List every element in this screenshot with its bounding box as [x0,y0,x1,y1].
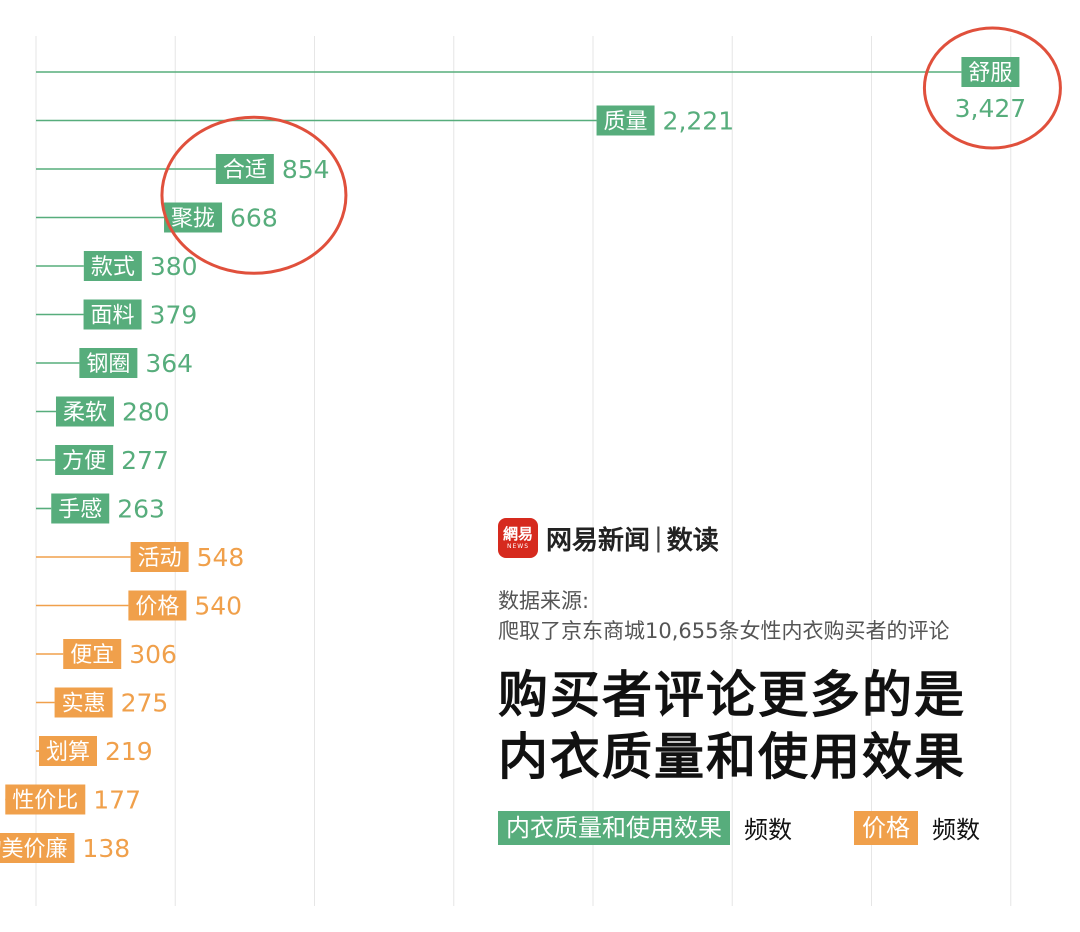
gridlines [35,36,1012,906]
chart-title: 购买者评论更多的是 内衣质量和使用效果 [498,664,1058,788]
netease-logo-icon: 網易 NEWS [498,518,538,558]
value-label: 3,427 [955,94,1027,123]
bar-label-box [5,784,86,815]
bar-series: 舒服 3,427 质量 2,221 合适 854 聚拢 668 款式 380 面料 379 钢圈 364 柔… [0,57,1026,863]
bar-label-box [63,639,122,669]
source-label: 数据来源: [498,589,590,613]
category-label: 物美价廉 [0,837,67,862]
bar-7: 柔软 280 [36,396,170,427]
legend-price-suffix: 频数 [932,816,980,844]
bar-label-box [164,202,223,233]
category-label: 面料 [91,304,135,329]
bar-label-box [83,251,142,281]
value-label: 275 [121,689,169,718]
bar-6: 钢圈 364 [36,348,193,378]
bar-label-box [55,396,114,427]
legend: 内衣质量和使用效果 频数 价格 频数 [498,810,1058,845]
highlight-circles [160,26,1062,275]
value-label: 280 [122,398,170,427]
value-label: 548 [197,543,245,572]
category-label: 划算 [46,740,90,765]
category-label: 价格 [135,595,179,620]
value-label: 138 [82,834,130,863]
category-label: 方便 [62,449,106,474]
bar-5: 面料 379 [36,299,198,330]
category-label: 钢圈 [86,352,130,377]
legend-price-chip: 价格 [854,810,918,845]
category-label: 柔软 [63,401,107,426]
value-label: 380 [150,252,198,281]
highlight-circle-1 [922,26,1062,150]
bar-label-box [128,590,187,621]
bar-9: 手感 263 [36,493,165,524]
bar-0: 舒服 3,427 [36,57,1026,123]
brand-name: 网易新闻 [546,525,651,556]
source-text: 爬取了京东商城10,655条女性内衣购买者的评论 [498,619,950,643]
brand: 網易 NEWS 网易新闻 | 数读 [498,516,1058,560]
value-label: 306 [129,640,177,669]
bar-label-box [51,493,110,524]
bar-label-box [961,57,1020,87]
info-panel: 網易 NEWS 网易新闻 | 数读 数据来源: 爬取了京东商城10,655条女性… [498,516,1058,845]
value-label: 2,221 [663,107,735,136]
bar-14: 划算 219 [36,736,153,766]
category-label: 质量 [604,110,648,135]
value-label: 177 [93,786,141,815]
bar-8: 方便 277 [36,445,169,475]
bar-1: 质量 2,221 [36,105,735,136]
title-line-2: 内衣质量和使用效果 [498,728,966,786]
category-label: 合适 [223,158,267,183]
bar-label-box [79,348,138,378]
value-label: 379 [150,301,198,330]
category-label: 实惠 [62,692,106,717]
bar-15: 性价比 177 [5,784,141,815]
bar-label-box [55,445,114,475]
brand-sub: 数读 [666,525,719,556]
bar-4: 款式 380 [36,251,198,281]
bar-label-box [54,687,113,718]
category-label: 舒服 [968,61,1012,86]
legend-quality-chip: 内衣质量和使用效果 [498,810,730,845]
category-label: 聚拢 [171,207,215,232]
bar-label-box [215,154,274,184]
bar-3: 聚拢 668 [36,202,278,233]
bar-10: 活动 548 [36,542,244,572]
category-label: 便宜 [70,643,114,668]
value-label: 364 [145,349,193,378]
value-label: 854 [282,155,330,184]
bar-2: 合适 854 [36,154,330,184]
category-label: 性价比 [12,789,78,814]
value-label: 277 [121,446,169,475]
legend-quality-suffix: 频数 [744,816,792,844]
bar-label-box [83,299,142,330]
title-line-1: 购买者评论更多的是 [498,666,966,724]
value-label: 263 [117,495,165,524]
bar-label-box [130,542,189,572]
value-label: 668 [230,204,278,233]
bar-label-box [596,105,655,136]
brand-separator: | [654,523,663,553]
bar-11: 价格 540 [36,590,242,621]
category-label: 手感 [58,498,102,523]
data-source: 数据来源: 爬取了京东商城10,655条女性内衣购买者的评论 [498,586,1058,646]
highlight-circle-2 [160,115,348,275]
bar-16: 物美价廉 138 [0,833,130,863]
bar-12: 便宜 306 [36,639,177,669]
bar-label-box [0,833,75,863]
category-label: 活动 [138,546,182,571]
value-label: 540 [194,592,242,621]
bar-13: 实惠 275 [36,687,169,718]
category-label: 款式 [91,255,135,280]
value-label: 219 [105,737,153,766]
bar-label-box [38,736,97,766]
